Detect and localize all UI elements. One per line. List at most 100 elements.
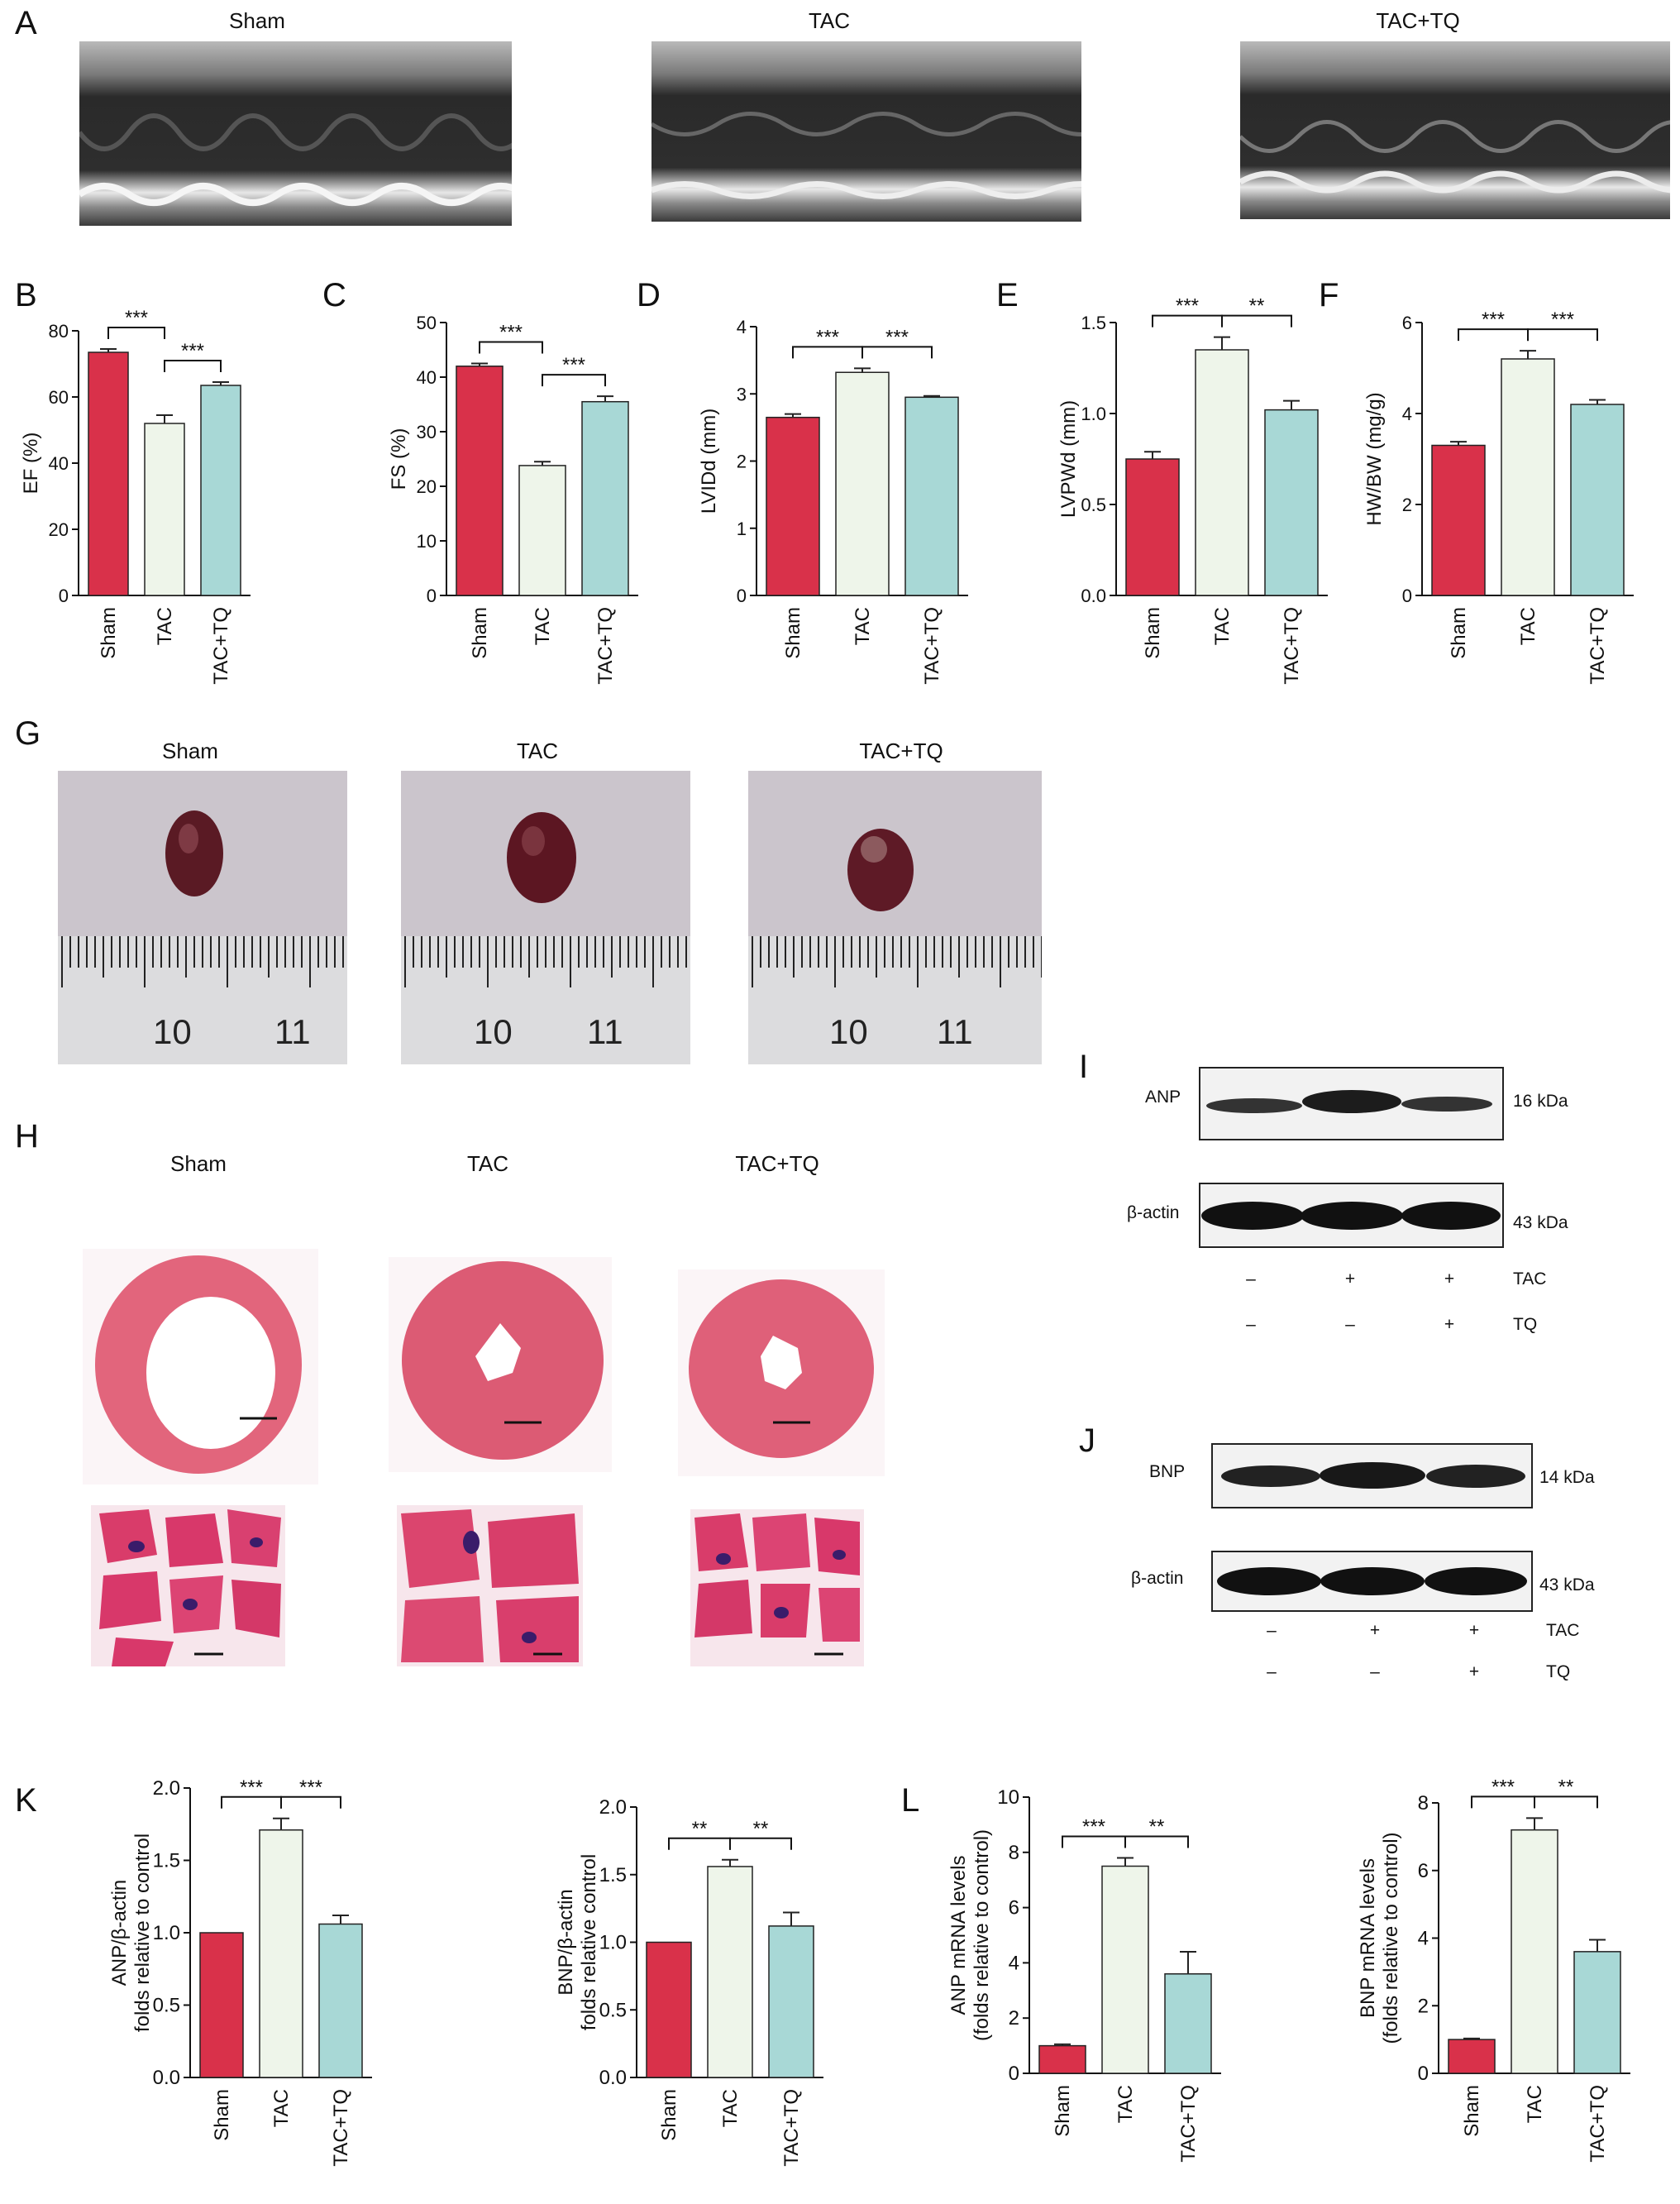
y-tick-label: 0 (427, 586, 437, 606)
blot-i-tq-lane-2: – (1345, 1315, 1355, 1334)
y-axis-label-secondary: (folds relative to control) (1380, 1832, 1402, 2044)
blot-j-tac-lane-3: + (1468, 1621, 1480, 1640)
panel-letter-g: G (15, 715, 41, 752)
y-tick-label: 1.5 (1081, 313, 1106, 333)
significance-bracket (1152, 314, 1223, 327)
significance-bracket (280, 1795, 341, 1809)
blot-i-tac-lane-1: – (1246, 1269, 1256, 1288)
x-tick-label: TAC+TQ (594, 607, 617, 685)
significance-label: ** (753, 1818, 769, 1840)
x-tick-label: TAC+TQ (1587, 607, 1609, 685)
blot-j-target-label: BNP (1149, 1462, 1186, 1481)
bar-tac-tq (1570, 404, 1625, 596)
panel-letter-h: H (15, 1118, 39, 1155)
blot-i-tq-lane-3: + (1444, 1315, 1455, 1334)
x-tick-label: TAC (1211, 607, 1234, 645)
heart-photo-sham: 10 11 (58, 771, 347, 1064)
y-tick-label: 1 (737, 519, 747, 539)
ruler-label-11: 11 (274, 1012, 311, 1051)
panel-letter-a: A (15, 5, 37, 41)
x-tick-label: TAC (1517, 607, 1539, 645)
significance-bracket (1221, 314, 1292, 327)
panel-letter-l: L (901, 1782, 920, 1819)
significance-label: *** (1482, 308, 1505, 331)
heart-photo-tac: 10 11 (401, 771, 690, 1064)
chart-c: 0 10 20 30 40 50 FS (%) Sham TAC TAC+TQ *** *** (388, 313, 638, 685)
bar-tac (144, 423, 185, 596)
blot-j-control-kda: 43 kDa (1539, 1575, 1595, 1594)
y-axis-label: EF (%) (20, 433, 42, 495)
histo-micro-tactq (690, 1509, 864, 1666)
panel-letter-b: B (15, 277, 37, 313)
significance-label: *** (1082, 1815, 1105, 1838)
x-tick-label: Sham (1052, 2085, 1074, 2137)
x-tick-label: TAC (1114, 2085, 1137, 2123)
significance-label: ** (1558, 1776, 1574, 1798)
blot-j-control (1211, 1551, 1533, 1612)
y-axis-label: LVPWd (mm) (1057, 400, 1080, 518)
echo-title-tac: TAC (808, 8, 851, 33)
significance-label: ** (1249, 295, 1265, 318)
y-tick-label: 2.0 (153, 1777, 180, 1800)
bar-sham (1448, 2039, 1496, 2074)
x-tick-label: Sham (1461, 2085, 1483, 2137)
bar-tac (1501, 358, 1555, 596)
bar-tac (259, 1829, 303, 2078)
y-axis-label: BNP/β-actin (555, 1889, 577, 1996)
blot-j-tac-lane-1: – (1267, 1621, 1277, 1640)
y-tick-label: 20 (417, 476, 437, 497)
blot-j-tq-lane-3: + (1468, 1662, 1480, 1681)
y-tick-label: 4 (1418, 1928, 1429, 1950)
significance-bracket (1124, 1835, 1189, 1848)
chart-k-anp: 0.0 0.5 1.0 1.5 2.0 ANP/β-actin folds relative… (108, 1776, 372, 2167)
x-tick-label: Sham (1142, 607, 1164, 659)
significance-label: *** (299, 1776, 322, 1799)
chart-l-bnp: 0 2 4 6 8 BNP mRNA levels (folds relative to c… (1357, 1776, 1630, 2163)
y-tick-label: 20 (49, 519, 69, 540)
echo-image-tac (651, 41, 1081, 222)
y-axis-label: HW/BW (mg/g) (1363, 392, 1386, 525)
y-tick-label: 3 (737, 384, 747, 404)
significance-bracket (542, 374, 606, 387)
y-tick-label: 0.0 (153, 2067, 180, 2089)
significance-bracket (1458, 328, 1529, 342)
x-tick-label: Sham (1448, 607, 1470, 659)
y-tick-label: 2 (1009, 2007, 1019, 2029)
bar-sham (1038, 2044, 1086, 2074)
blot-j-tac-label: TAC (1546, 1621, 1580, 1640)
echo-image-sham (79, 41, 512, 226)
significance-label: *** (240, 1776, 263, 1799)
panel-letter-c: C (322, 277, 346, 313)
blot-i-control (1199, 1183, 1504, 1248)
bar-sham (766, 416, 820, 596)
chart-l-anp: 0 2 4 6 8 10 ANP mRNA levels (folds relative to… (947, 1786, 1221, 2163)
bar-tac-tq (318, 1923, 363, 2078)
y-axis-label: BNP mRNA levels (1357, 1858, 1379, 2018)
significance-label: *** (181, 340, 204, 362)
y-tick-label: 50 (417, 313, 437, 333)
x-tick-label: TAC+TQ (1587, 2085, 1609, 2163)
y-tick-label: 80 (49, 321, 69, 342)
y-tick-label: 2.0 (599, 1796, 627, 1819)
x-tick-label: TAC+TQ (1281, 607, 1303, 685)
significance-label: ** (692, 1818, 708, 1840)
blot-j-tac-lane-2: + (1369, 1621, 1381, 1640)
blot-j-tq-lane-1: – (1267, 1662, 1277, 1681)
significance-bracket (221, 1795, 282, 1809)
significance-bracket (861, 346, 933, 359)
y-tick-label: 4 (1009, 1952, 1019, 1974)
significance-label: *** (1176, 295, 1199, 318)
y-axis-label-secondary: folds relative to control (131, 1833, 154, 2032)
blot-j-target-kda: 14 kDa (1539, 1468, 1595, 1487)
x-tick-label: TAC (154, 607, 176, 645)
x-tick-label: Sham (658, 2089, 680, 2141)
significance-label: *** (499, 322, 523, 344)
bar-tac-tq (1164, 1973, 1212, 2074)
bar-tac-tq (1573, 1951, 1621, 2074)
y-tick-label: 0 (1418, 2063, 1429, 2085)
bar-sham (88, 351, 129, 596)
significance-label: *** (125, 307, 148, 329)
heart-photo-tactq: 10 11 (748, 771, 1042, 1064)
bar-tac (518, 465, 566, 596)
